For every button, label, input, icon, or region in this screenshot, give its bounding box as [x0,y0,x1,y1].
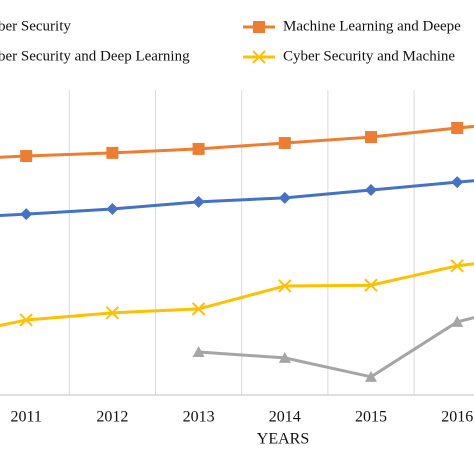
data-point [191,302,206,316]
data-point [278,279,292,293]
data-point [278,351,291,363]
x-tick-label: 2016 [441,409,473,426]
data-point [19,313,33,327]
data-point [365,370,377,382]
data-point [278,136,291,149]
x-tick-label: 2014 [269,409,301,426]
data-point [451,176,464,189]
data-point [451,121,464,134]
data-point [365,131,377,144]
x-axis-label: YEARS [257,431,309,448]
data-point [105,306,120,320]
data-point [278,191,291,204]
series-line [0,262,474,328]
series-line [0,124,474,159]
data-point [365,183,377,196]
x-tick-label: 2015 [355,409,387,426]
series-line [198,316,474,379]
data-point [192,142,205,155]
data-point [192,195,205,208]
data-point [451,315,464,327]
x-tick-label: 2012 [96,409,128,426]
legend-label: Cyber Security and Machine [283,48,455,64]
legend-marker [252,50,266,64]
x-tick-label: 2011 [10,409,41,426]
legend-label: ber Security and Deep Learning [0,48,190,64]
data-point [20,208,33,221]
data-point [450,259,464,273]
legend-label: ber Security [0,18,71,34]
data-point [106,146,119,159]
data-point [192,345,205,357]
data-point [20,150,33,163]
series-line [0,179,474,218]
legend-label: Machine Learning and Deepe [283,18,461,34]
data-point [106,202,119,215]
data-point [364,278,378,292]
x-tick-label: 2013 [183,409,215,426]
legend-marker [253,21,265,33]
